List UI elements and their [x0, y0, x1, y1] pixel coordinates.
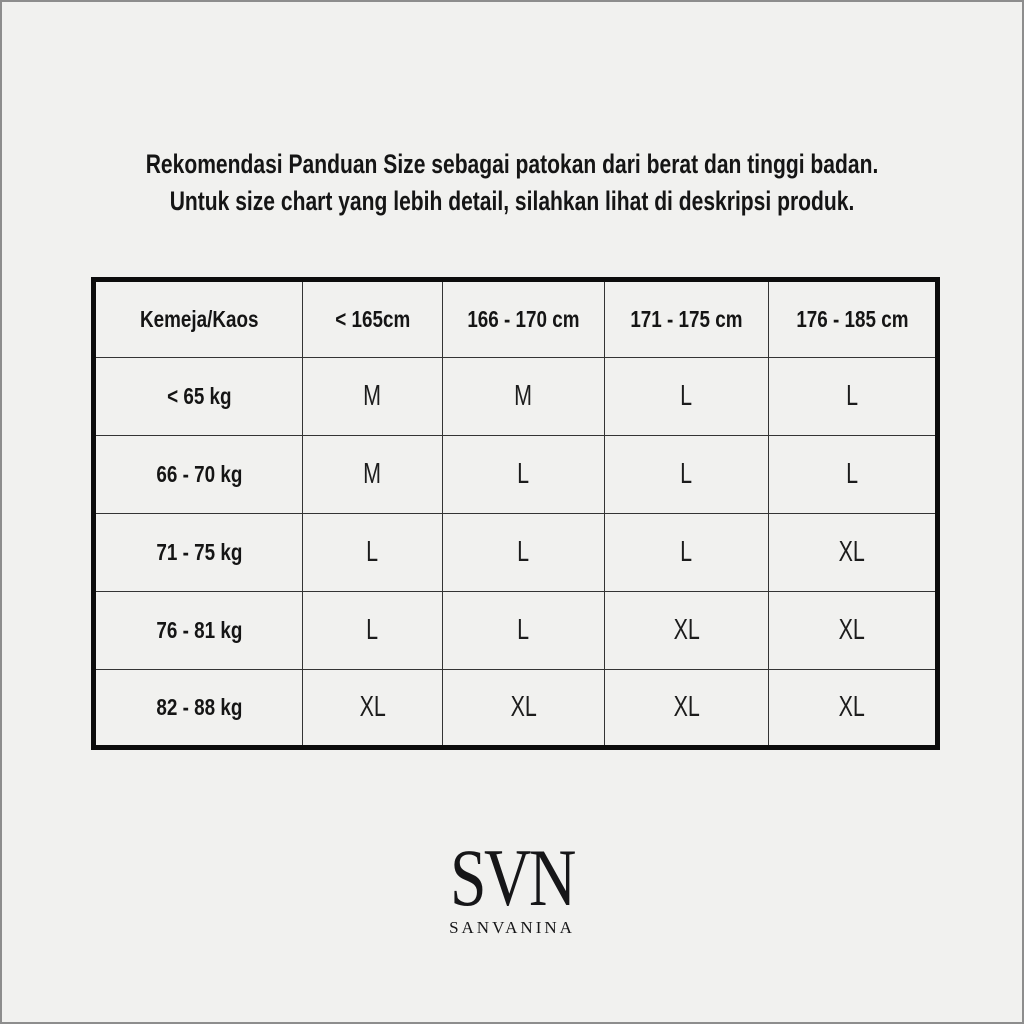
column-header-height-2: 166 - 170 cm: [442, 279, 605, 358]
weight-range-label: 76 - 81 kg: [156, 617, 242, 643]
table-row: 76 - 81 kg L L XL XL: [93, 591, 938, 670]
size-cell: XL: [768, 591, 938, 670]
brand-monogram: SVN: [449, 832, 576, 923]
size-cell: L: [442, 435, 605, 514]
size-chart-table: Kemeja/Kaos < 165cm 166 - 170 cm 171 - 1…: [91, 277, 940, 750]
row-label-cell: < 65 kg: [93, 357, 303, 436]
table-row: < 65 kg M M L L: [93, 357, 938, 436]
column-header-label: 176 - 185 cm: [795, 306, 909, 332]
size-value: L: [680, 458, 693, 490]
column-header-height-4: 176 - 185 cm: [768, 279, 938, 358]
column-header-garment: Kemeja/Kaos: [93, 279, 303, 358]
size-value: M: [363, 380, 382, 412]
size-value: XL: [359, 691, 386, 723]
page-title: Rekomendasi Panduan Size sebagai patokan…: [0, 146, 1024, 220]
size-value: M: [363, 458, 382, 490]
row-label-cell: 76 - 81 kg: [93, 591, 303, 670]
size-cell: L: [604, 357, 769, 436]
size-value: XL: [838, 614, 866, 646]
title-line-2: Untuk size chart yang lebih detail, sila…: [169, 186, 855, 216]
size-cell: XL: [302, 669, 443, 748]
row-label-cell: 82 - 88 kg: [93, 669, 303, 748]
size-value: XL: [510, 691, 537, 723]
title-line-1: Rekomendasi Panduan Size sebagai patokan…: [145, 149, 879, 179]
column-header-height-3: 171 - 175 cm: [604, 279, 769, 358]
size-value: L: [517, 536, 530, 568]
size-value: L: [517, 614, 530, 646]
table-row: 66 - 70 kg M L L L: [93, 435, 938, 514]
size-cell: L: [442, 513, 605, 592]
weight-range-label: 66 - 70 kg: [156, 461, 242, 487]
size-cell: XL: [604, 591, 769, 670]
size-cell: XL: [604, 669, 769, 748]
column-header-label: 171 - 175 cm: [630, 306, 743, 332]
size-cell: L: [442, 591, 605, 670]
size-cell: XL: [768, 513, 938, 592]
column-header-height-1: < 165cm: [302, 279, 443, 358]
size-cell: XL: [442, 669, 605, 748]
weight-range-label: < 65 kg: [166, 383, 232, 409]
column-header-label: Kemeja/Kaos: [139, 306, 259, 332]
header-row: Kemeja/Kaos < 165cm 166 - 170 cm 171 - 1…: [93, 279, 938, 358]
size-cell: L: [302, 591, 443, 670]
row-label-cell: 71 - 75 kg: [93, 513, 303, 592]
size-cell: L: [604, 435, 769, 514]
size-value: L: [680, 536, 693, 568]
row-label-cell: 66 - 70 kg: [93, 435, 303, 514]
column-header-label: < 165cm: [334, 306, 410, 332]
table-row: 71 - 75 kg L L L XL: [93, 513, 938, 592]
size-value: L: [680, 380, 693, 412]
table-row: 82 - 88 kg XL XL XL XL: [93, 669, 938, 748]
size-cell: M: [302, 357, 443, 436]
size-value: L: [366, 536, 379, 568]
size-value: L: [366, 614, 379, 646]
size-cell: M: [302, 435, 443, 514]
size-value: XL: [673, 691, 700, 723]
size-cell: XL: [768, 669, 938, 748]
size-cell: L: [768, 357, 938, 436]
size-cell: L: [768, 435, 938, 514]
weight-range-label: 82 - 88 kg: [156, 694, 242, 720]
brand-logo: SVN SANVANINA: [0, 832, 1024, 938]
brand-name: SANVANINA: [449, 918, 575, 937]
size-value: L: [846, 458, 858, 490]
size-cell: L: [302, 513, 443, 592]
size-value: XL: [838, 536, 866, 568]
size-value: XL: [838, 691, 866, 723]
size-value: M: [514, 380, 533, 412]
weight-range-label: 71 - 75 kg: [156, 539, 242, 565]
size-value: XL: [673, 614, 700, 646]
size-value: L: [517, 458, 530, 490]
size-cell: L: [604, 513, 769, 592]
size-value: L: [846, 380, 858, 412]
column-header-label: 166 - 170 cm: [467, 306, 580, 332]
size-cell: M: [442, 357, 605, 436]
